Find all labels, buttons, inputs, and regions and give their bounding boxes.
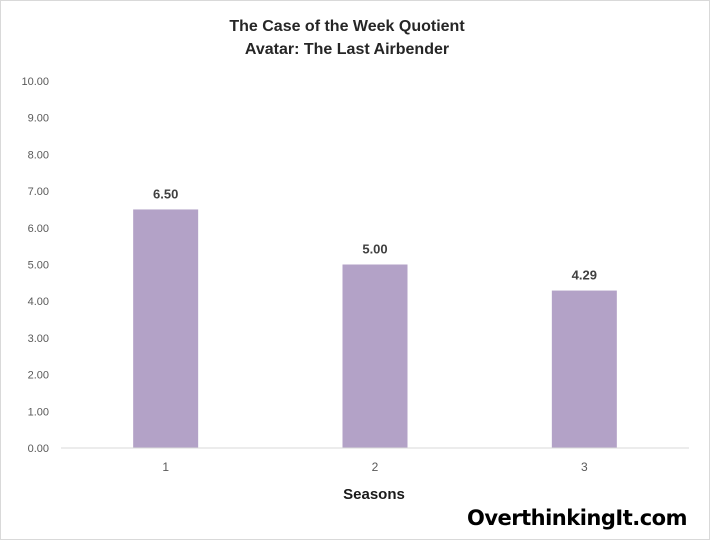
x-tick-label: 2 (372, 460, 379, 474)
y-tick-label: 5.00 (28, 260, 49, 272)
x-axis-title: Seasons (343, 486, 405, 503)
y-tick-label: 8.00 (28, 149, 49, 161)
chart-subtitle: Avatar: The Last Airbender (245, 41, 449, 58)
x-tick-label: 1 (162, 460, 169, 474)
y-tick-label: 10.00 (21, 76, 49, 88)
data-label: 6.50 (153, 186, 178, 201)
data-label: 5.00 (362, 242, 387, 257)
chart-title: The Case of the Week Quotient (229, 18, 465, 35)
bars: 6.50 5.00 4.29 (133, 186, 617, 448)
y-tick-label: 6.00 (28, 223, 49, 235)
y-tick-label: 9.00 (28, 113, 49, 125)
y-axis-ticks: 0.00 1.00 2.00 3.00 4.00 5.00 6.00 7.00 8.00 9.00… (21, 76, 49, 455)
y-tick-label: 2.00 (28, 370, 49, 382)
x-axis-ticks: 1 2 3 (162, 460, 588, 474)
y-tick-label: 0.00 (28, 443, 49, 455)
y-tick-label: 7.00 (28, 186, 49, 198)
bar-season-1 (133, 209, 199, 448)
watermark: OverthinkingIt.com (467, 506, 687, 530)
bar-season-3 (551, 290, 617, 448)
bar-season-2 (342, 264, 408, 448)
x-tick-label: 3 (581, 460, 588, 474)
data-label: 4.29 (572, 268, 597, 283)
y-tick-label: 4.00 (28, 296, 49, 308)
y-tick-label: 3.00 (28, 333, 49, 345)
y-tick-label: 1.00 (28, 406, 49, 418)
